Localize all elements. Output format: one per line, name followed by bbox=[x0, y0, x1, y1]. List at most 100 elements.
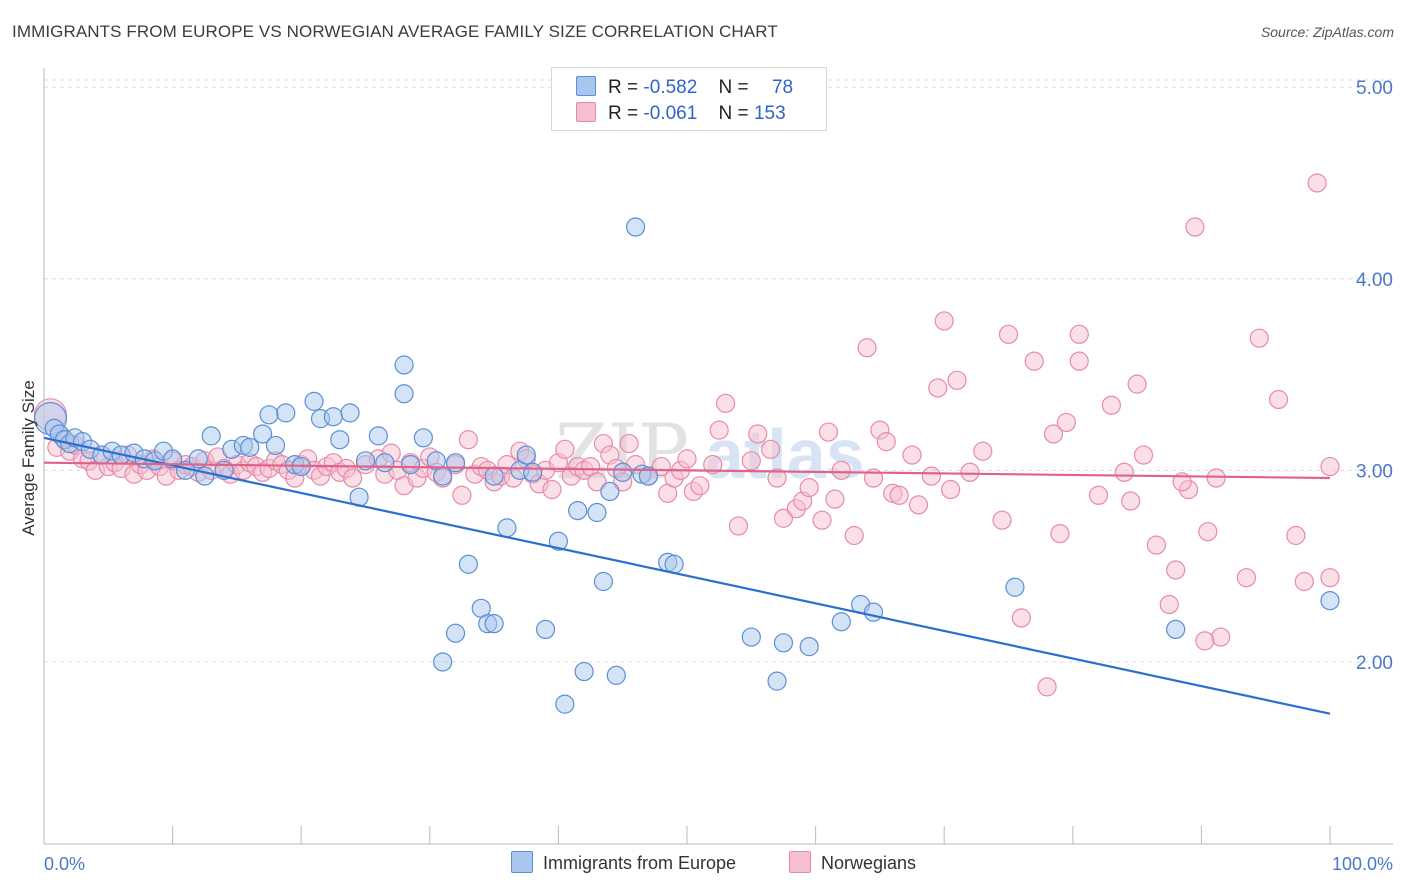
europe-point bbox=[587, 502, 607, 523]
norwegians-point bbox=[1166, 560, 1186, 580]
norwegians-point bbox=[1211, 627, 1231, 647]
legend-r-label: R = bbox=[608, 77, 639, 98]
norwegians-point bbox=[542, 479, 562, 500]
norwegians-point bbox=[1101, 395, 1121, 415]
europe-point bbox=[323, 407, 343, 427]
norwegians-point bbox=[1069, 351, 1089, 371]
europe-point bbox=[394, 384, 414, 404]
norwegians-point bbox=[941, 479, 961, 500]
europe-point bbox=[375, 453, 395, 473]
legend-n-label: N = bbox=[718, 77, 749, 98]
europe-point bbox=[330, 430, 350, 450]
europe-point bbox=[253, 424, 273, 444]
europe-point bbox=[767, 671, 787, 691]
norwegians-point bbox=[1050, 523, 1070, 544]
europe-point bbox=[555, 694, 575, 714]
norwegians-point bbox=[908, 495, 929, 515]
europe-point bbox=[394, 355, 414, 375]
norwegians-point bbox=[934, 311, 954, 331]
series-swatch-europe bbox=[511, 851, 533, 873]
europe-point bbox=[613, 462, 633, 482]
norwegians-point bbox=[1185, 217, 1205, 237]
europe-trend-line bbox=[43, 436, 1331, 715]
europe-point bbox=[400, 455, 421, 475]
legend-n-label: N = bbox=[718, 103, 749, 124]
norwegians-point bbox=[1307, 173, 1327, 193]
europe-point bbox=[831, 612, 851, 632]
legend-r-label: R = bbox=[608, 103, 639, 124]
series-legend-europe[interactable]: Immigrants from Europe bbox=[511, 851, 736, 874]
europe-point bbox=[1005, 577, 1025, 597]
norwegians-point bbox=[825, 489, 845, 509]
europe-point bbox=[773, 633, 794, 653]
europe-point bbox=[188, 449, 208, 469]
norwegians-point bbox=[1320, 568, 1340, 588]
europe-point bbox=[201, 426, 221, 446]
norwegians-point bbox=[1206, 468, 1226, 488]
legend-row-norwegians: R = -0.061 N = 153 bbox=[576, 102, 786, 126]
norwegians-point bbox=[831, 460, 851, 480]
norwegians-point bbox=[902, 445, 922, 465]
europe-point bbox=[240, 437, 260, 457]
norwegians-point bbox=[1268, 389, 1289, 410]
series-legend: Immigrants from Europe Norwegians bbox=[0, 851, 1406, 879]
norwegians-point bbox=[773, 508, 794, 528]
norwegians-point bbox=[992, 510, 1012, 530]
chart-source: Source: ZipAtlas.com bbox=[1260, 24, 1394, 40]
norwegians-point bbox=[1088, 485, 1109, 505]
norwegians-point bbox=[960, 462, 980, 482]
norwegians-point bbox=[1056, 412, 1076, 433]
europe-point bbox=[600, 481, 620, 502]
europe-point bbox=[445, 453, 466, 473]
y-tick-label-2.00: 2.00 bbox=[1356, 653, 1393, 674]
norwegians-point bbox=[998, 324, 1019, 344]
norwegians-point bbox=[343, 468, 363, 488]
norwegians-point bbox=[973, 441, 993, 461]
chart-title: IMMIGRANTS FROM EUROPE VS NORWEGIAN AVER… bbox=[12, 22, 778, 41]
x-tick-label-min: 0.0% bbox=[44, 854, 85, 874]
europe-point bbox=[606, 665, 626, 685]
norwegians-point bbox=[1320, 456, 1340, 477]
series-legend-norwegians[interactable]: Norwegians bbox=[789, 851, 916, 874]
europe-point bbox=[276, 403, 296, 423]
europe-point bbox=[516, 445, 536, 465]
norwegians-point bbox=[812, 510, 832, 530]
europe-point bbox=[574, 661, 594, 682]
norwegians-point bbox=[555, 439, 575, 459]
legend-row-europe: R = -0.582 N = 78 bbox=[576, 76, 793, 100]
grid-lines bbox=[44, 79, 1393, 663]
europe-point bbox=[497, 518, 517, 538]
series-swatch-norwegians bbox=[789, 851, 811, 873]
europe-point bbox=[368, 426, 388, 446]
norwegians-point bbox=[1286, 525, 1306, 546]
norwegians-point bbox=[677, 449, 697, 469]
norwegians-point bbox=[748, 424, 768, 444]
legend-r-value-norwegians: -0.061 bbox=[643, 103, 698, 124]
europe-point bbox=[265, 435, 286, 456]
norwegians-point bbox=[947, 370, 967, 390]
norwegians-trend-line bbox=[43, 461, 1331, 480]
norwegians-point bbox=[857, 338, 877, 358]
europe-point bbox=[548, 531, 569, 551]
norwegians-point bbox=[1121, 491, 1141, 511]
europe-point bbox=[568, 501, 588, 521]
norwegians-point bbox=[1043, 424, 1064, 444]
norwegians-point bbox=[741, 451, 761, 471]
legend-r-value-europe: -0.582 bbox=[643, 77, 698, 98]
legend-swatch-europe bbox=[576, 76, 596, 96]
europe-point bbox=[863, 602, 884, 622]
norwegians-point bbox=[709, 420, 729, 440]
norwegians-point bbox=[1024, 351, 1044, 371]
y-tick-label-5.00: 5.00 bbox=[1356, 78, 1393, 99]
europe-point bbox=[1320, 591, 1340, 611]
axes bbox=[43, 68, 1393, 845]
norwegians-point bbox=[1249, 328, 1269, 348]
europe-point bbox=[355, 451, 376, 471]
legend-n-value-norwegians: 153 bbox=[753, 103, 786, 124]
norwegians-point bbox=[799, 478, 819, 498]
x-tick-label-max: 100.0% bbox=[1332, 854, 1393, 874]
norwegians-point bbox=[1133, 445, 1154, 465]
legend-swatch-norwegians bbox=[576, 102, 596, 122]
trend-lines bbox=[43, 436, 1331, 715]
